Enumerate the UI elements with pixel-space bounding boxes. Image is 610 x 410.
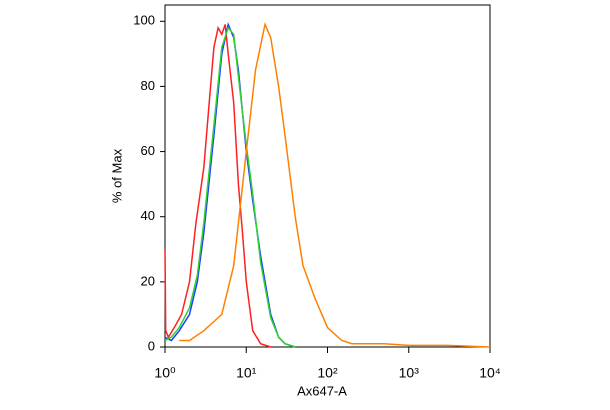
x-tick-label: 10²: [317, 365, 338, 381]
series-line: [164, 24, 271, 348]
y-tick-label: 40: [141, 208, 155, 223]
x-tick-label: 10⁰: [154, 365, 176, 381]
x-axis-label: Ax647-A: [297, 383, 347, 398]
y-tick-label: 80: [141, 78, 155, 93]
x-tick-label: 10¹: [236, 365, 257, 381]
series-line: [179, 22, 491, 348]
x-tick-label: 10⁴: [479, 365, 501, 381]
y-axis-label: % of Max: [109, 148, 124, 203]
series-line: [164, 26, 296, 348]
y-tick-label: 60: [141, 143, 155, 158]
x-tick-label: 10³: [399, 365, 420, 381]
y-tick-label: 100: [133, 13, 155, 28]
y-tick-label: 20: [141, 273, 155, 288]
y-tick-label: 0: [148, 338, 155, 353]
